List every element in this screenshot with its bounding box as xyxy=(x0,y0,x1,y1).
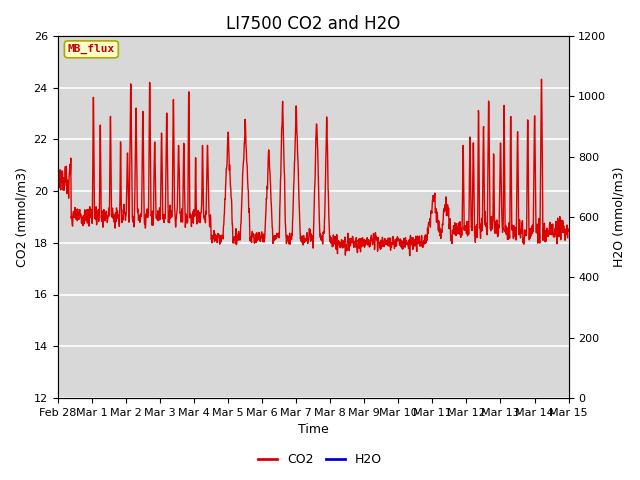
H2O xyxy=(100,71,108,77)
CO2 xyxy=(406,253,413,259)
H2O xyxy=(461,233,469,239)
Y-axis label: CO2 (mmol/m3): CO2 (mmol/m3) xyxy=(15,167,28,267)
Text: MB_flux: MB_flux xyxy=(68,44,115,54)
Y-axis label: H2O (mmol/m3): H2O (mmol/m3) xyxy=(612,167,625,267)
CO2 xyxy=(538,76,545,82)
X-axis label: Time: Time xyxy=(298,423,328,436)
CO2 xyxy=(520,238,527,244)
H2O xyxy=(339,238,347,244)
Line: H2O: H2O xyxy=(58,74,568,385)
CO2 xyxy=(461,227,469,232)
Title: LI7500 CO2 and H2O: LI7500 CO2 and H2O xyxy=(226,15,400,33)
CO2 xyxy=(196,220,204,226)
H2O xyxy=(564,229,572,235)
H2O xyxy=(534,111,542,117)
H2O xyxy=(479,382,487,388)
CO2 xyxy=(534,240,541,246)
H2O xyxy=(54,306,61,312)
H2O xyxy=(520,227,528,233)
CO2 xyxy=(339,245,346,251)
CO2 xyxy=(564,227,572,232)
Legend: CO2, H2O: CO2, H2O xyxy=(253,448,387,471)
CO2 xyxy=(328,235,335,241)
Line: CO2: CO2 xyxy=(58,79,568,256)
H2O xyxy=(196,299,204,304)
H2O xyxy=(328,243,335,249)
CO2 xyxy=(54,165,61,171)
